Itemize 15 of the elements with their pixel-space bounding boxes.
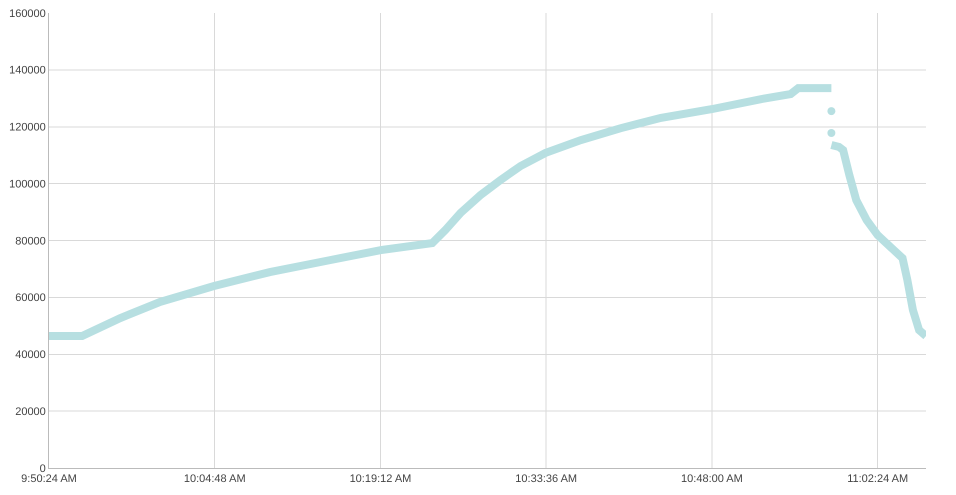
y-tick-label: 0 bbox=[40, 462, 46, 475]
y-tick-label: 40000 bbox=[15, 349, 46, 362]
x-tick-label: 10:48:00 AM bbox=[681, 473, 743, 486]
x-tick-label: 10:33:36 AM bbox=[515, 473, 578, 486]
x-tick-label: 9:50:24 AM bbox=[21, 473, 77, 486]
y-tick-label: 160000 bbox=[9, 8, 46, 20]
x-tick-label: 10:19:12 AM bbox=[350, 473, 412, 486]
y-tick-label: 120000 bbox=[9, 122, 46, 134]
y-tick-label: 80000 bbox=[15, 235, 46, 248]
y-tick-label: 140000 bbox=[9, 64, 46, 77]
y-tick-label: 20000 bbox=[15, 406, 46, 418]
y-tick-label: 100000 bbox=[9, 178, 46, 190]
x-tick-label: 10:04:48 AM bbox=[184, 473, 246, 486]
y-tick-label: 60000 bbox=[15, 292, 46, 304]
x-tick-label: 11:02:24 AM bbox=[847, 473, 908, 486]
